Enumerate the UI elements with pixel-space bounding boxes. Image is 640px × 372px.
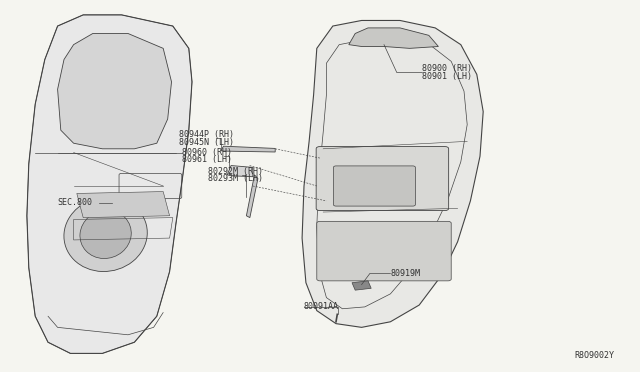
FancyBboxPatch shape bbox=[316, 147, 449, 211]
Text: 80919M: 80919M bbox=[390, 269, 420, 278]
FancyBboxPatch shape bbox=[333, 166, 415, 206]
FancyBboxPatch shape bbox=[317, 221, 451, 281]
Text: 80945N (LH): 80945N (LH) bbox=[179, 138, 234, 147]
Text: 80961 (LH): 80961 (LH) bbox=[182, 155, 232, 164]
Text: R8O9002Y: R8O9002Y bbox=[575, 351, 614, 360]
Ellipse shape bbox=[80, 210, 131, 259]
Text: 80901 (LH): 80901 (LH) bbox=[422, 72, 472, 81]
Text: 80944P (RH): 80944P (RH) bbox=[179, 130, 234, 139]
Polygon shape bbox=[302, 20, 483, 327]
Polygon shape bbox=[27, 15, 192, 353]
Text: 80091AA: 80091AA bbox=[304, 302, 339, 311]
Text: 80292M (RH): 80292M (RH) bbox=[208, 167, 263, 176]
Polygon shape bbox=[227, 166, 253, 177]
Polygon shape bbox=[221, 146, 275, 152]
Ellipse shape bbox=[64, 197, 147, 272]
Text: 80960 (RH): 80960 (RH) bbox=[182, 148, 232, 157]
Polygon shape bbox=[58, 33, 172, 149]
Text: 80293M (LH): 80293M (LH) bbox=[208, 174, 263, 183]
Polygon shape bbox=[349, 28, 438, 48]
Polygon shape bbox=[246, 175, 258, 218]
Text: SEC.800: SEC.800 bbox=[58, 198, 93, 207]
Polygon shape bbox=[352, 281, 371, 290]
Text: 80900 (RH): 80900 (RH) bbox=[422, 64, 472, 73]
Polygon shape bbox=[77, 192, 170, 218]
